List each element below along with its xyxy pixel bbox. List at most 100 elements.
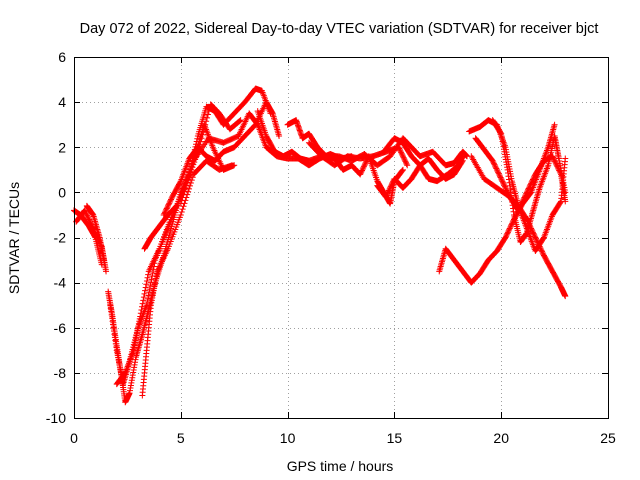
data-point bbox=[172, 204, 179, 211]
data-point bbox=[181, 188, 188, 195]
data-series bbox=[71, 85, 569, 406]
data-point bbox=[139, 300, 146, 307]
data-point bbox=[140, 294, 147, 301]
data-point bbox=[459, 157, 466, 164]
data-point bbox=[84, 212, 91, 219]
x-tick-label: 15 bbox=[387, 430, 403, 446]
data-point bbox=[163, 206, 170, 213]
data-point bbox=[497, 129, 504, 136]
data-point bbox=[362, 161, 369, 168]
grid bbox=[74, 57, 608, 418]
data-point bbox=[385, 188, 392, 195]
data-point bbox=[499, 178, 506, 185]
data-point bbox=[82, 210, 89, 217]
data-point bbox=[188, 177, 195, 184]
data-point bbox=[528, 180, 535, 187]
data-point bbox=[399, 153, 406, 160]
data-point bbox=[401, 157, 408, 164]
data-point bbox=[550, 154, 557, 161]
data-point bbox=[164, 204, 171, 211]
data-point bbox=[399, 167, 406, 174]
y-axis-label: SDTVAR / TECUs bbox=[6, 182, 22, 294]
data-point bbox=[494, 168, 501, 175]
data-point bbox=[398, 150, 405, 157]
data-point bbox=[520, 197, 527, 204]
data-point bbox=[360, 164, 367, 171]
data-point bbox=[180, 203, 187, 210]
data-point bbox=[90, 225, 97, 232]
data-point bbox=[183, 182, 190, 189]
data-point bbox=[504, 230, 511, 237]
data-point bbox=[197, 138, 204, 145]
data-point bbox=[533, 237, 540, 244]
data-point bbox=[82, 208, 89, 215]
data-point bbox=[525, 185, 532, 192]
data-point bbox=[103, 268, 110, 275]
data-point bbox=[164, 202, 171, 209]
data-point bbox=[396, 146, 403, 153]
data-point bbox=[507, 222, 514, 229]
data-point bbox=[530, 175, 537, 182]
data-point bbox=[389, 179, 396, 186]
data-point bbox=[138, 307, 145, 314]
data-point bbox=[182, 185, 189, 192]
data-point bbox=[528, 179, 535, 186]
data-point bbox=[360, 163, 367, 170]
data-point bbox=[359, 166, 366, 173]
data-point bbox=[557, 199, 564, 206]
data-point bbox=[521, 194, 528, 201]
y-tick-label: -6 bbox=[54, 320, 67, 336]
data-point bbox=[504, 229, 511, 236]
data-point bbox=[523, 189, 530, 196]
data-point bbox=[137, 310, 144, 317]
data-point bbox=[400, 154, 407, 161]
data-point bbox=[501, 182, 508, 189]
data-point bbox=[143, 278, 150, 285]
data-point bbox=[83, 211, 90, 218]
data-point bbox=[167, 197, 174, 204]
data-point bbox=[163, 205, 170, 212]
y-tick-label: -4 bbox=[54, 275, 67, 291]
data-point bbox=[539, 249, 546, 256]
data-point bbox=[165, 201, 172, 208]
data-point bbox=[492, 162, 499, 169]
data-point bbox=[506, 226, 513, 233]
y-tick-label: 2 bbox=[58, 139, 66, 155]
data-point bbox=[490, 160, 497, 167]
data-point bbox=[161, 210, 168, 217]
y-tick-label: -8 bbox=[54, 365, 67, 381]
data-point bbox=[276, 132, 283, 139]
data-point bbox=[539, 248, 546, 255]
track bbox=[436, 121, 558, 286]
data-point bbox=[562, 293, 569, 300]
data-point bbox=[180, 191, 187, 198]
data-point bbox=[189, 174, 196, 181]
data-point bbox=[198, 135, 205, 142]
data-point bbox=[524, 188, 531, 195]
data-point bbox=[85, 216, 92, 223]
data-point bbox=[388, 180, 395, 187]
data-point bbox=[100, 257, 107, 264]
data-point bbox=[386, 186, 393, 193]
data-point bbox=[554, 163, 561, 170]
data-point bbox=[522, 191, 529, 198]
data-point bbox=[387, 184, 394, 191]
data-point bbox=[532, 235, 539, 242]
data-point bbox=[204, 114, 211, 121]
data-point bbox=[178, 209, 185, 216]
track bbox=[374, 155, 466, 200]
data-point bbox=[144, 298, 151, 305]
data-point bbox=[520, 195, 527, 202]
data-point bbox=[168, 196, 175, 203]
data-point bbox=[177, 179, 184, 186]
data-point bbox=[497, 174, 504, 181]
data-point bbox=[538, 247, 545, 254]
data-point bbox=[402, 159, 409, 166]
data-point bbox=[86, 217, 93, 224]
data-point bbox=[399, 166, 406, 173]
track bbox=[73, 207, 110, 275]
data-point bbox=[179, 206, 186, 213]
x-tick-label: 0 bbox=[70, 430, 78, 446]
data-point bbox=[200, 128, 207, 135]
data-point bbox=[459, 158, 466, 165]
